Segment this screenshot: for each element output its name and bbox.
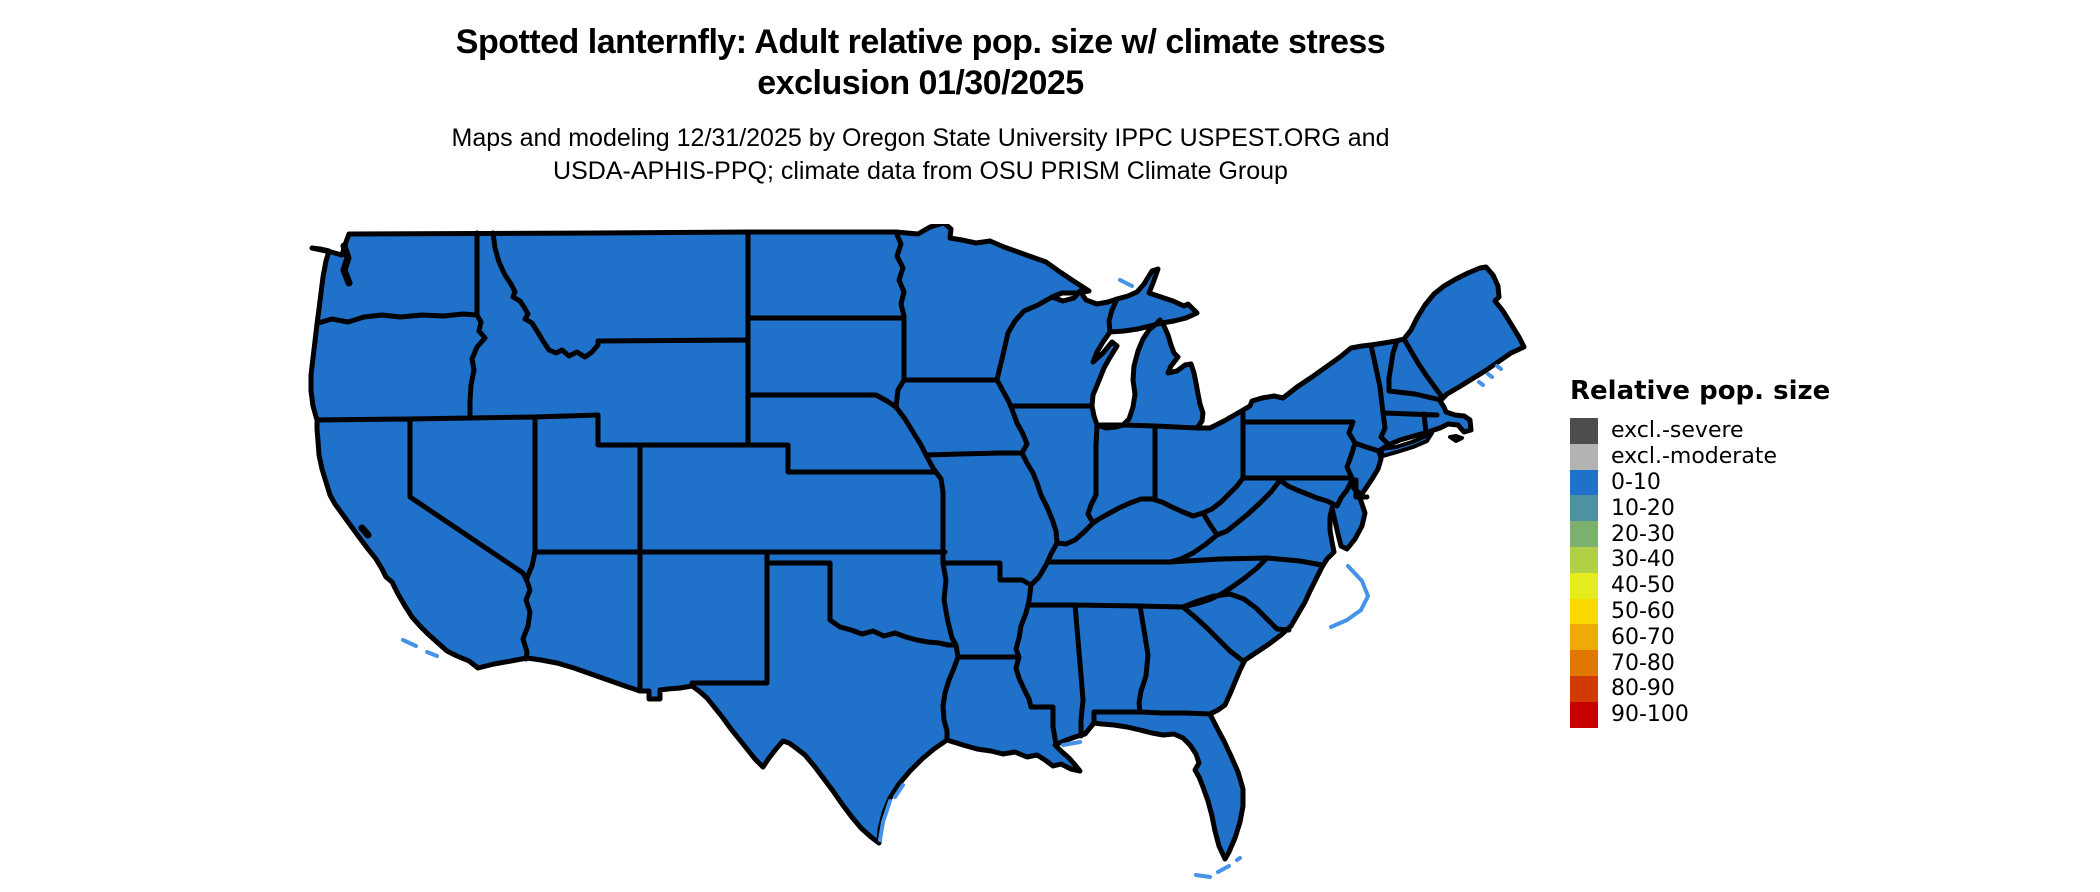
legend-item: excl.-moderate [1570, 443, 1830, 470]
legend-item-label: 50-60 [1611, 598, 1675, 624]
florida-keys [1194, 856, 1242, 879]
legend-swatch [1570, 701, 1598, 728]
subtitle-line2: USDA-APHIS-PPQ; climate data from OSU PR… [553, 157, 1288, 185]
legend-swatch [1570, 546, 1598, 573]
legend-swatch [1570, 650, 1598, 676]
nantucket-marthas-vineyard [1448, 434, 1464, 443]
legend-swatch [1570, 418, 1598, 444]
legend-item-label: 70-80 [1611, 650, 1675, 676]
legend-swatch [1570, 624, 1598, 651]
texas-barrier-islands [878, 783, 905, 842]
puget-sound [340, 242, 353, 287]
legend-item-label: 80-90 [1611, 676, 1675, 702]
legend-swatch [1570, 469, 1598, 496]
legend-item-label: 90-100 [1611, 702, 1689, 728]
long-island [1379, 431, 1434, 458]
legend-item-label: 30-40 [1611, 547, 1675, 573]
legend-item: 80-90 [1570, 675, 1830, 702]
legend-item: 40-50 [1570, 572, 1830, 599]
maine-coastal-islands [1477, 364, 1503, 387]
legend-title: Relative pop. size [1570, 376, 1831, 406]
isle-royale [1118, 278, 1134, 288]
legend-item: excl.-severe [1570, 418, 1830, 444]
conus-landmass [308, 220, 1527, 862]
legend-swatch [1570, 443, 1598, 470]
channel-islands [401, 638, 439, 658]
title-block: Spotted lanternfly: Adult relative pop. … [308, 22, 1533, 104]
us-map [308, 220, 1527, 879]
legend-item-label: 60-70 [1611, 624, 1675, 650]
legend-swatch [1570, 495, 1598, 522]
legend-swatch [1570, 675, 1598, 702]
san-francisco-bay [358, 524, 372, 539]
legend-item: 0-10 [1570, 469, 1830, 496]
subtitle-line1: Maps and modeling 12/31/2025 by Oregon S… [451, 124, 1390, 152]
subtitle-block: Maps and modeling 12/31/2025 by Oregon S… [308, 122, 1533, 188]
legend-item: 50-60 [1570, 598, 1830, 625]
page-title-line2: exclusion 01/30/2025 [757, 64, 1084, 102]
legend-item: 10-20 [1570, 495, 1830, 522]
map-legend: Relative pop. size excl.-severe excl.-mod… [1570, 376, 1830, 728]
legend-item-label: excl.-moderate [1611, 444, 1777, 470]
mississippi-barrier-islands [1061, 740, 1082, 747]
legend-item: 90-100 [1570, 701, 1830, 728]
legend-item: 30-40 [1570, 546, 1830, 573]
legend-item-label: 20-30 [1611, 521, 1675, 547]
legend-item-label: 0-10 [1611, 469, 1661, 495]
legend-item: 60-70 [1570, 624, 1830, 651]
page-title-line1: Spotted lanternfly: Adult relative pop. … [455, 23, 1386, 61]
legend-swatch [1570, 598, 1598, 625]
legend-item-label: excl.-severe [1611, 418, 1744, 444]
legend-rows: excl.-severe excl.-moderate 0-10 10-20 20-30… [1570, 418, 1830, 728]
map-container [300, 220, 1540, 892]
state-borders [314, 229, 1445, 747]
legend-swatch [1570, 572, 1598, 599]
legend-item-label: 40-50 [1611, 573, 1675, 599]
legend-swatch [1570, 521, 1598, 547]
outer-banks [1329, 564, 1371, 629]
legend-item: 70-80 [1570, 650, 1830, 676]
legend-item-label: 10-20 [1611, 495, 1675, 521]
legend-item: 20-30 [1570, 521, 1830, 547]
